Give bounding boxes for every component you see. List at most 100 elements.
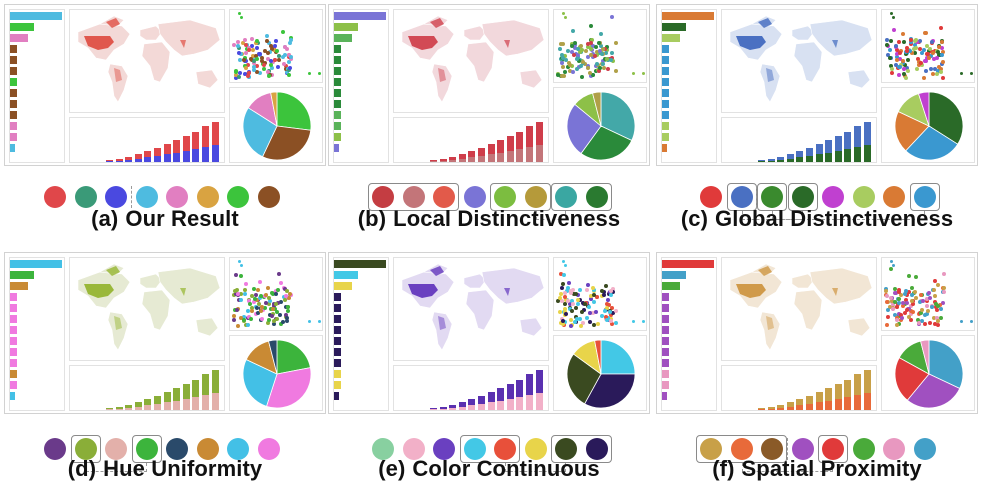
palette-swatch — [463, 186, 486, 208]
scatter-point — [907, 274, 912, 279]
bar-segment-top — [192, 132, 200, 150]
palette-swatch — [402, 438, 425, 460]
palette-swatch — [105, 438, 127, 460]
palette-swatch — [791, 186, 814, 208]
palette-swatch — [44, 438, 66, 460]
scatter-point — [908, 317, 913, 322]
scatter-point — [274, 309, 279, 314]
palette-swatch — [524, 438, 547, 460]
scatter-point — [609, 321, 614, 326]
palette-swatch — [372, 438, 394, 460]
palette-group-box — [368, 183, 459, 211]
scatter-point — [576, 47, 581, 52]
map-region — [793, 41, 823, 83]
scatter-point — [932, 49, 937, 53]
scatter-point — [913, 39, 917, 44]
scatter-point — [604, 283, 609, 288]
scatter-point — [285, 46, 290, 51]
scatter-point — [270, 60, 275, 65]
horizontal-bar — [334, 133, 341, 141]
scatter-point — [614, 309, 618, 314]
pie-chart — [881, 335, 975, 411]
bar-segment-bottom — [125, 407, 133, 410]
horizontal-bar — [334, 260, 386, 268]
stacked-bar-chart — [721, 117, 877, 163]
scatter-point — [916, 62, 921, 67]
scatter-point — [249, 44, 254, 49]
scatter-point — [265, 33, 269, 38]
scatter-point — [897, 50, 902, 55]
scatter-point — [604, 305, 609, 310]
choropleth-map — [393, 257, 549, 361]
scatter-point — [248, 57, 253, 62]
scatter-outlier — [238, 12, 241, 15]
bar-segment-bottom — [430, 161, 437, 162]
horizontal-bar — [10, 337, 17, 345]
scatter-point — [904, 49, 909, 53]
stacked-bar-chart — [69, 365, 225, 411]
bar-segment-top — [458, 154, 466, 159]
scatter-point — [917, 38, 922, 43]
scatter-point — [590, 310, 595, 315]
map-highlight-region — [430, 266, 444, 276]
bar-segment-bottom — [163, 154, 171, 162]
scatter-point — [234, 75, 239, 80]
palette-swatch — [761, 438, 783, 460]
scatter-point — [578, 297, 583, 302]
map-region — [793, 289, 823, 331]
scatter-point — [910, 299, 915, 304]
palette-swatch — [227, 186, 249, 208]
scatter-point — [254, 293, 259, 298]
scatter-point — [606, 291, 611, 296]
scatter-point — [941, 271, 946, 276]
scatter-point — [236, 298, 241, 303]
bar-segment-bottom — [516, 397, 524, 410]
scatter-point — [243, 72, 247, 77]
scatter-point — [566, 65, 571, 70]
palette-swatch — [730, 186, 753, 208]
scatter-point — [591, 73, 595, 78]
pie-slice — [906, 373, 961, 409]
horizontal-bar — [10, 122, 17, 130]
scatter-point — [246, 299, 251, 304]
pie-slice — [584, 373, 636, 409]
bar-segment-top — [825, 388, 833, 401]
scatter-point — [605, 67, 610, 71]
map-highlight-region — [106, 18, 120, 28]
palette-swatch — [257, 438, 280, 460]
horizontal-bar — [662, 370, 669, 378]
scatter-point — [598, 49, 603, 54]
pie-slice — [894, 110, 930, 152]
bar-segment-top — [106, 160, 113, 161]
scatter-point — [889, 267, 893, 272]
scatter-point — [899, 315, 904, 320]
scatter-point — [285, 309, 290, 314]
horizontal-bar — [10, 326, 17, 334]
palette-swatch — [372, 186, 394, 208]
palette-swatch — [791, 438, 814, 460]
scatter-point — [565, 289, 570, 294]
palette-swatch — [402, 186, 425, 208]
scatter-point — [935, 318, 940, 323]
palette-group-box — [818, 435, 848, 463]
pie-svg — [566, 339, 636, 409]
scatter-point — [582, 301, 587, 306]
scatter-point — [559, 286, 564, 291]
horizontal-bar — [662, 293, 669, 301]
scatter-point — [567, 63, 572, 68]
scatter-point — [254, 53, 259, 58]
map-highlight-region — [758, 266, 772, 276]
scatter-point — [281, 62, 286, 67]
scatter-point — [578, 63, 583, 68]
scatter-point — [892, 299, 897, 304]
map-highlight-region — [832, 40, 838, 48]
bar-segment-bottom — [806, 404, 813, 410]
bar-segment-bottom — [777, 159, 785, 162]
scatter-point — [255, 305, 260, 310]
scatter-point — [247, 71, 252, 76]
horizontal-bar — [334, 359, 341, 367]
scatter-point — [906, 289, 911, 294]
pie-slice — [600, 339, 636, 375]
bar-segment-top — [478, 396, 485, 405]
bar-segment-bottom — [468, 405, 476, 410]
